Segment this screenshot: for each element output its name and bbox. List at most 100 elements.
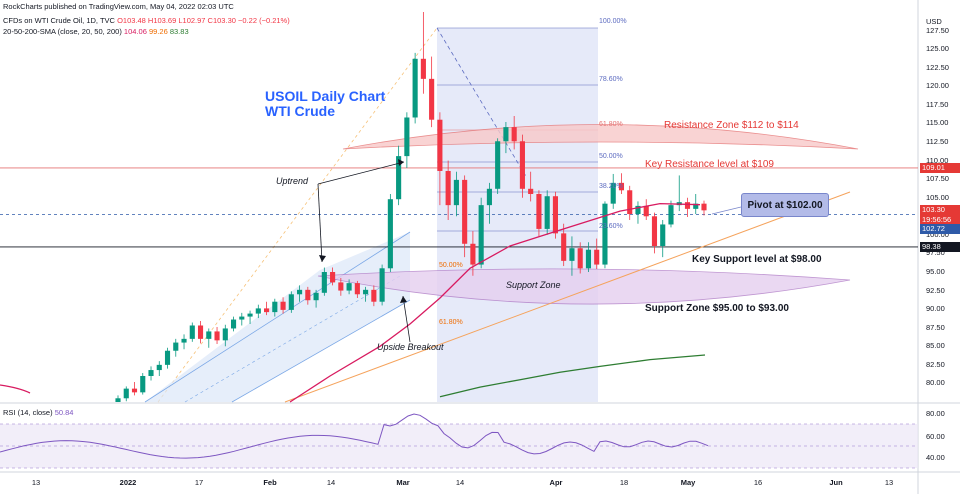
candle-body-7 bbox=[173, 342, 179, 351]
price-tick-17: 85.00 bbox=[926, 341, 945, 351]
candle-body-39 bbox=[437, 119, 443, 171]
rsi-value: 50.84 bbox=[54, 408, 74, 417]
candle-body-20 bbox=[280, 301, 286, 310]
candle-body-59 bbox=[602, 203, 608, 265]
candle-body-69 bbox=[684, 202, 691, 209]
candle-body-35 bbox=[404, 117, 410, 157]
candle-body-63 bbox=[635, 205, 641, 215]
candle-body-13 bbox=[222, 328, 228, 341]
price-tick-16: 87.50 bbox=[926, 322, 945, 332]
price-tick-6: 112.50 bbox=[926, 137, 949, 146]
sma-line: 20-50-200-SMA (close, 20, 50, 200) 104.0… bbox=[3, 27, 189, 36]
fib-label-236: 23.60% bbox=[599, 223, 623, 230]
candle-body-44 bbox=[478, 205, 484, 265]
price-tag-1: 103.30 bbox=[920, 205, 960, 216]
fib-label-786: 78.60% bbox=[599, 76, 623, 83]
candle-body-34 bbox=[396, 156, 402, 200]
channel-upper-line bbox=[144, 231, 411, 403]
price-tick-7: 110.00 bbox=[926, 155, 949, 165]
chart-title-line2: WTI Crude bbox=[265, 103, 335, 119]
candle-body-6 bbox=[164, 350, 171, 365]
pivot-pointer bbox=[711, 206, 742, 215]
candle-body-54 bbox=[561, 233, 567, 261]
price-tick-13: 95.00 bbox=[926, 267, 945, 276]
candle-body-4 bbox=[148, 370, 154, 376]
breakout-arrowhead bbox=[400, 296, 407, 303]
candle-body-14 bbox=[230, 319, 237, 329]
candle-body-43 bbox=[470, 243, 476, 265]
channel-lower-line bbox=[231, 299, 411, 403]
upside-breakout-label: Upside Breakout bbox=[377, 342, 444, 352]
candle-body-22 bbox=[297, 289, 303, 295]
chart-title-line1: USOIL Daily Chart bbox=[265, 88, 386, 104]
rsi-line bbox=[0, 413, 709, 459]
time-tick-5: Mar bbox=[396, 478, 410, 487]
candle-body-66 bbox=[660, 224, 666, 246]
candle-body-55 bbox=[569, 248, 575, 261]
price-tick-8: 107.50 bbox=[926, 174, 949, 184]
candle-body-70 bbox=[693, 203, 699, 209]
candle-body-51 bbox=[536, 194, 542, 229]
candle-body-56 bbox=[577, 248, 583, 269]
candle-body-65 bbox=[651, 216, 658, 246]
candle-body-19 bbox=[272, 301, 278, 313]
candle-body-49 bbox=[519, 141, 525, 189]
candle-body-26 bbox=[330, 272, 336, 283]
uptrend-label: Uptrend bbox=[276, 176, 309, 186]
candle-body-24 bbox=[313, 292, 319, 301]
ascending-support-trendline bbox=[284, 191, 851, 403]
candle-body-0 bbox=[115, 398, 121, 402]
candle-body-18 bbox=[264, 308, 270, 313]
candle-body-58 bbox=[594, 249, 600, 265]
candle-body-60 bbox=[610, 182, 616, 204]
fib-label-618-lower: 61.80% bbox=[439, 319, 463, 326]
uptrend-arrow-down bbox=[317, 183, 323, 263]
candle-body-41 bbox=[453, 179, 459, 206]
symbol-name: CFDs on WTI Crude Oil, 1D, TVC bbox=[3, 16, 115, 25]
symbol-ohlc-line: CFDs on WTI Crude Oil, 1D, TVC O103.48 H… bbox=[3, 16, 290, 25]
price-tag-0: 109.01 bbox=[920, 162, 960, 173]
uptrend-down-arrowhead bbox=[319, 255, 326, 262]
fib-label-382: 38.20% bbox=[599, 183, 623, 190]
candle-body-64 bbox=[643, 205, 649, 217]
time-tick-0: 13 bbox=[31, 478, 41, 487]
candle-body-67 bbox=[668, 205, 674, 225]
price-tick-14: 92.50 bbox=[926, 285, 945, 295]
candle-body-40 bbox=[445, 170, 451, 206]
currency-label: USD bbox=[926, 17, 942, 26]
candle-body-21 bbox=[288, 294, 294, 310]
pivot-callout: Pivot at $102.00 bbox=[741, 193, 829, 217]
candle-body-42 bbox=[462, 179, 468, 244]
price-tick-5: 115.00 bbox=[926, 118, 949, 128]
time-tick-10: 16 bbox=[753, 478, 763, 487]
sma-label: 20-50-200-SMA (close, 20, 50, 200) bbox=[3, 27, 122, 36]
price-tag-3: 102.72 bbox=[920, 223, 960, 234]
sma20-value: 104.06 bbox=[123, 27, 147, 36]
candle-body-1 bbox=[123, 388, 129, 399]
candle-body-52 bbox=[544, 196, 550, 229]
time-tick-1: 2022 bbox=[119, 478, 137, 487]
time-tick-8: 18 bbox=[619, 478, 629, 487]
candle-body-46 bbox=[495, 141, 501, 189]
candle-body-2 bbox=[131, 388, 138, 393]
time-tick-7: Apr bbox=[549, 478, 563, 487]
candle-body-8 bbox=[181, 338, 187, 343]
breakout-arrow bbox=[402, 295, 411, 343]
price-tick-18: 82.50 bbox=[926, 359, 945, 369]
candle-body-53 bbox=[552, 196, 558, 234]
fib-label-50-lower: 50.00% bbox=[439, 262, 463, 269]
resistance-zone-label: Resistance Zone $112 to $114 bbox=[664, 120, 799, 131]
candle-body-37 bbox=[420, 58, 426, 79]
candle-body-5 bbox=[156, 364, 162, 371]
publisher-line: RockCharts published on TradingView.com,… bbox=[3, 2, 234, 11]
rsi-axis-80: 80.00 bbox=[926, 409, 945, 418]
ohlc-values: O103.48 H103.69 L102.97 C103.30 bbox=[117, 16, 236, 25]
chart-title: USOIL Daily Chart WTI Crude bbox=[265, 89, 385, 119]
candle-body-9 bbox=[189, 325, 195, 339]
candle-body-17 bbox=[255, 308, 261, 314]
candle-body-25 bbox=[321, 272, 327, 293]
price-tick-3: 120.00 bbox=[926, 81, 949, 91]
candle-body-23 bbox=[305, 289, 311, 301]
rsi-axis-60: 60.00 bbox=[926, 432, 945, 441]
